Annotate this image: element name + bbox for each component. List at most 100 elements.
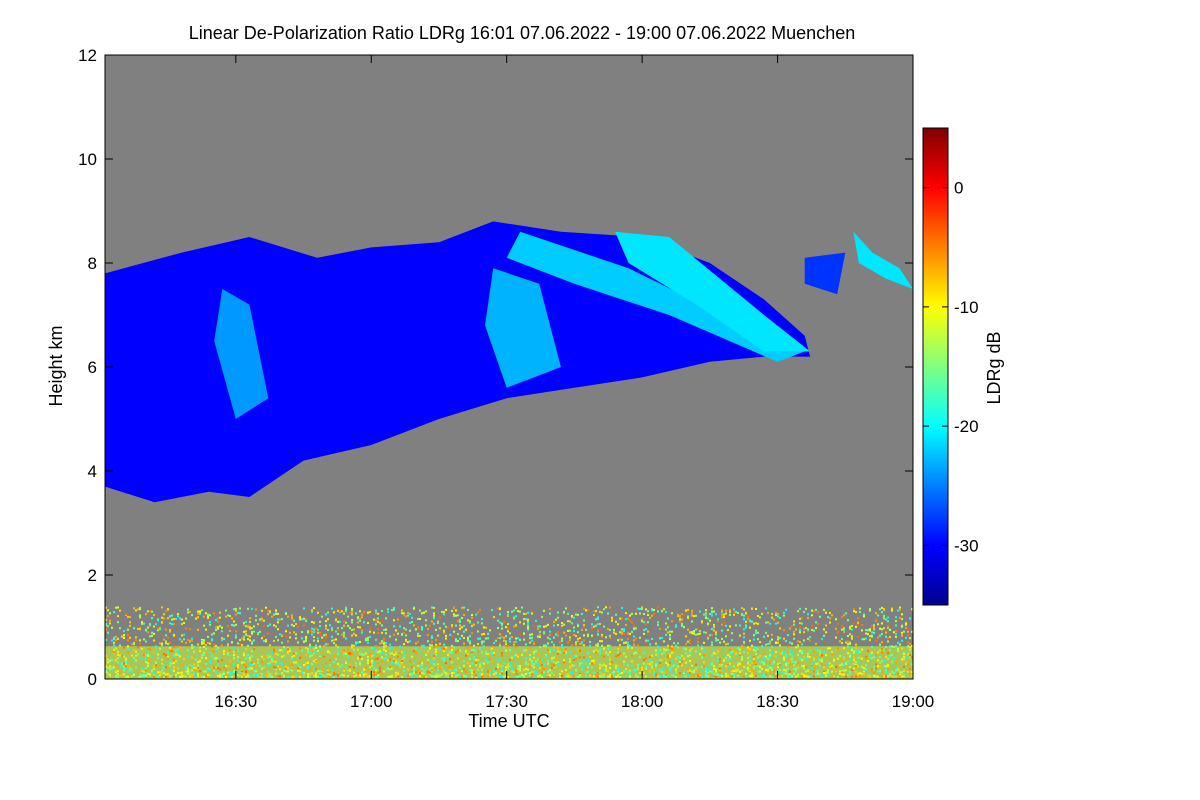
speckle-pixel (779, 627, 781, 630)
isolated-cloud (804, 252, 846, 295)
speckle-pixel (235, 667, 237, 670)
speckle-pixel (469, 620, 471, 623)
speckle-pixel (553, 674, 555, 677)
speckle-pixel (663, 671, 665, 674)
speckle-pixel (409, 622, 411, 624)
speckle-pixel (513, 616, 515, 619)
speckle-pixel (137, 627, 139, 630)
speckle-pixel (165, 642, 167, 645)
speckle-pixel (883, 627, 885, 630)
speckle-pixel (355, 634, 357, 637)
speckle-pixel (543, 631, 545, 634)
speckle-pixel (367, 662, 369, 665)
speckle-pixel (673, 671, 675, 673)
speckle-pixel (617, 639, 619, 642)
speckle-pixel (479, 663, 481, 666)
speckle-pixel (633, 635, 635, 638)
speckle-pixel (879, 649, 881, 652)
speckle-pixel (451, 661, 453, 664)
speckle-pixel (559, 651, 561, 654)
speckle-pixel (275, 666, 277, 669)
speckle-pixel (435, 648, 437, 651)
speckle-pixel (389, 635, 391, 638)
speckle-pixel (817, 669, 819, 672)
speckle-pixel (267, 625, 269, 627)
speckle-pixel (835, 636, 837, 639)
speckle-pixel (769, 662, 771, 665)
speckle-pixel (385, 632, 387, 635)
speckle-pixel (563, 661, 565, 664)
speckle-pixel (165, 666, 167, 669)
speckle-pixel (129, 669, 131, 672)
speckle-pixel (583, 607, 585, 610)
speckle-pixel (417, 640, 419, 643)
speckle-pixel (641, 620, 643, 623)
speckle-pixel (301, 656, 303, 658)
speckle-pixel (711, 611, 713, 614)
speckle-pixel (403, 670, 405, 673)
speckle-pixel (903, 655, 905, 658)
speckle-pixel (735, 670, 737, 673)
speckle-pixel (375, 658, 377, 661)
speckle-pixel (569, 629, 571, 632)
speckle-pixel (713, 659, 715, 662)
speckle-pixel (401, 659, 403, 662)
speckle-pixel (453, 669, 455, 672)
speckle-pixel (835, 670, 837, 673)
speckle-pixel (895, 620, 897, 623)
speckle-pixel (497, 627, 499, 629)
speckle-pixel (565, 652, 567, 655)
speckle-pixel (203, 645, 205, 648)
speckle-pixel (727, 642, 729, 645)
speckle-pixel (567, 620, 569, 623)
speckle-pixel (573, 652, 575, 655)
speckle-pixel (491, 609, 493, 612)
speckle-pixel (445, 637, 447, 640)
speckle-pixel (807, 655, 809, 658)
speckle-pixel (549, 648, 551, 651)
speckle-pixel (469, 657, 471, 660)
speckle-pixel (341, 627, 343, 630)
speckle-pixel (415, 647, 417, 650)
speckle-pixel (347, 615, 349, 618)
speckle-pixel (851, 628, 853, 631)
speckle-pixel (667, 624, 669, 627)
speckle-pixel (487, 653, 489, 656)
speckle-pixel (847, 640, 849, 643)
speckle-pixel (275, 663, 277, 665)
speckle-pixel (611, 675, 613, 678)
speckle-pixel (611, 673, 613, 676)
speckle-pixel (367, 675, 369, 678)
speckle-pixel (597, 616, 599, 619)
speckle-pixel (879, 655, 881, 658)
speckle-pixel (263, 625, 265, 628)
speckle-pixel (451, 667, 453, 669)
speckle-pixel (189, 670, 191, 673)
speckle-pixel (673, 642, 675, 645)
speckle-pixel (705, 667, 707, 670)
speckle-pixel (587, 670, 589, 673)
speckle-pixel (479, 665, 481, 668)
speckle-pixel (895, 659, 897, 662)
speckle-pixel (511, 671, 513, 674)
speckle-pixel (209, 621, 211, 623)
speckle-pixel (159, 647, 161, 650)
speckle-pixel (863, 615, 865, 618)
speckle-pixel (443, 613, 445, 616)
speckle-pixel (405, 634, 407, 637)
speckle-pixel (523, 638, 525, 641)
speckle-pixel (479, 637, 481, 640)
speckle-pixel (843, 673, 845, 676)
speckle-pixel (459, 637, 461, 640)
speckle-pixel (561, 672, 563, 675)
speckle-pixel (273, 613, 275, 616)
speckle-pixel (863, 667, 865, 670)
speckle-pixel (487, 673, 489, 676)
speckle-pixel (703, 641, 705, 644)
speckle-pixel (219, 668, 221, 671)
speckle-pixel (213, 643, 215, 646)
speckle-pixel (333, 656, 335, 658)
speckle-pixel (801, 649, 803, 652)
speckle-pixel (501, 652, 503, 655)
speckle-pixel (403, 631, 405, 634)
